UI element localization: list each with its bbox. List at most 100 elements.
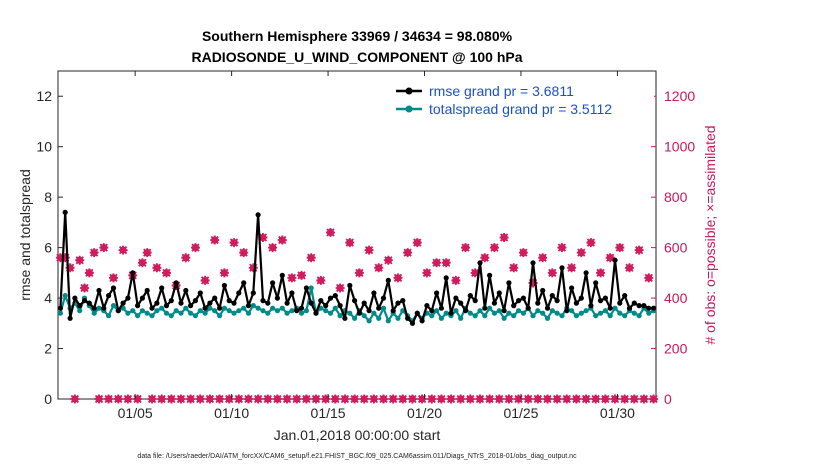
obs-assimilated-marker: [190, 243, 200, 253]
rmse-point: [212, 295, 218, 301]
totalspread-point: [217, 313, 223, 319]
rmse-point: [168, 298, 174, 304]
totalspread-point: [279, 305, 285, 311]
obs-assimilated-marker: [84, 268, 94, 278]
obs-assimilated-marker: [311, 394, 321, 404]
obs-assimilated-marker: [239, 248, 249, 258]
obs-assimilated-marker: [89, 248, 99, 258]
obs-assimilated-marker: [581, 394, 591, 404]
totalspread-point: [327, 310, 334, 316]
totalspread-point: [487, 305, 493, 311]
rmse-point: [183, 287, 189, 294]
obs-assimilated-marker: [441, 258, 451, 268]
rmse-point: [178, 300, 184, 306]
rmse-point: [221, 282, 227, 289]
x-axis-label: Jan.01,2018 00:00:00 start: [274, 427, 441, 443]
rmse-point: [347, 282, 353, 289]
totalspread-point: [96, 305, 102, 311]
obs-assimilated-marker: [567, 263, 577, 273]
rmse-point: [62, 209, 68, 215]
totalspread-point: [270, 305, 276, 311]
rmse-point: [144, 287, 150, 294]
totalspread-point: [559, 313, 565, 319]
rmse-point: [366, 308, 372, 314]
totalspread-point: [467, 310, 473, 316]
totalspread-point: [429, 313, 435, 319]
rmse-point: [323, 303, 329, 309]
y-right-tick-label: 200: [664, 341, 688, 357]
legend-rmse-label: rmse grand pr = 3.6811: [429, 83, 574, 99]
totalspread-point: [308, 285, 314, 291]
obs-assimilated-marker: [205, 394, 215, 404]
rmse-point: [139, 295, 145, 301]
obs-assimilated-marker: [350, 394, 360, 404]
rmse-point: [501, 308, 507, 314]
totalspread-point: [250, 303, 256, 309]
obs-assimilated-marker: [552, 394, 562, 404]
totalspread-point: [535, 308, 541, 314]
totalspread-point: [569, 308, 575, 314]
totalspread-point: [255, 305, 261, 311]
obs-assimilated-marker: [80, 283, 90, 293]
obs-assimilated-marker: [345, 238, 355, 248]
x-tick-label: 01/20: [407, 405, 442, 421]
rmse-point: [154, 300, 160, 306]
totalspread-point: [245, 310, 252, 316]
obs-assimilated-marker: [65, 263, 75, 273]
legend: rmse grand pr = 3.6811 totalspread grand…: [392, 79, 654, 121]
obs-assimilated-marker: [475, 394, 485, 404]
rmse-point: [217, 305, 223, 311]
rmse-point: [559, 265, 565, 271]
y-axis-label: rmse and totalspread: [17, 169, 33, 301]
totalspread-point: [434, 308, 440, 314]
totalspread-point: [438, 315, 444, 321]
obs-assimilated-marker: [258, 233, 268, 243]
rmse-point: [231, 300, 237, 306]
totalspread-point: [361, 313, 367, 319]
totalspread-point: [77, 308, 83, 314]
rmse-point: [472, 298, 478, 304]
obs-assimilated-marker: [547, 268, 557, 278]
rmse-point: [631, 300, 637, 306]
rmse-point: [636, 303, 642, 309]
obs-assimilated-marker: [176, 394, 186, 404]
rmse-point: [289, 290, 295, 296]
obs-assimilated-marker: [383, 255, 393, 265]
rmse-point: [159, 285, 165, 291]
totalspread-point: [385, 318, 391, 324]
obs-assimilated-marker: [461, 243, 471, 253]
rmse-point: [573, 300, 580, 306]
obs-assimilated-marker: [644, 273, 654, 283]
rmse-point: [516, 298, 522, 304]
rmse-point: [593, 280, 599, 286]
rmse-point: [462, 308, 469, 314]
totalspread-point: [593, 313, 599, 319]
totalspread-point: [183, 305, 189, 311]
obs-assimilated-marker: [634, 245, 644, 255]
data-file-footer: data file: /Users/raeder/DAI/ATM_forcXX/…: [137, 453, 577, 460]
rmse-point: [511, 303, 517, 309]
totalspread-point: [602, 308, 609, 314]
rmse-point: [564, 308, 570, 314]
totalspread-point: [125, 310, 131, 316]
obs-assimilated-marker: [70, 394, 80, 404]
obs-assimilated-marker: [181, 253, 191, 263]
totalspread-point: [583, 308, 589, 314]
rmse-point: [361, 300, 367, 306]
rmse-point: [467, 293, 473, 299]
rmse-point: [163, 303, 170, 309]
x-tick-label: 01/10: [214, 405, 249, 421]
obs-assimilated-marker: [108, 273, 118, 283]
rmse-point: [125, 295, 131, 301]
x-tick-label: 01/05: [118, 405, 153, 421]
rmse-point: [569, 285, 575, 291]
totalspread-point: [202, 310, 208, 316]
rmse-point: [327, 295, 334, 301]
totalspread-point: [303, 308, 309, 314]
obs-assimilated-marker: [137, 258, 147, 268]
totalspread-point: [197, 308, 203, 314]
rmse-point: [380, 295, 387, 301]
totalspread-point: [443, 310, 449, 316]
obs-assimilated-marker: [374, 263, 384, 273]
obs-assimilated-marker: [142, 248, 152, 258]
